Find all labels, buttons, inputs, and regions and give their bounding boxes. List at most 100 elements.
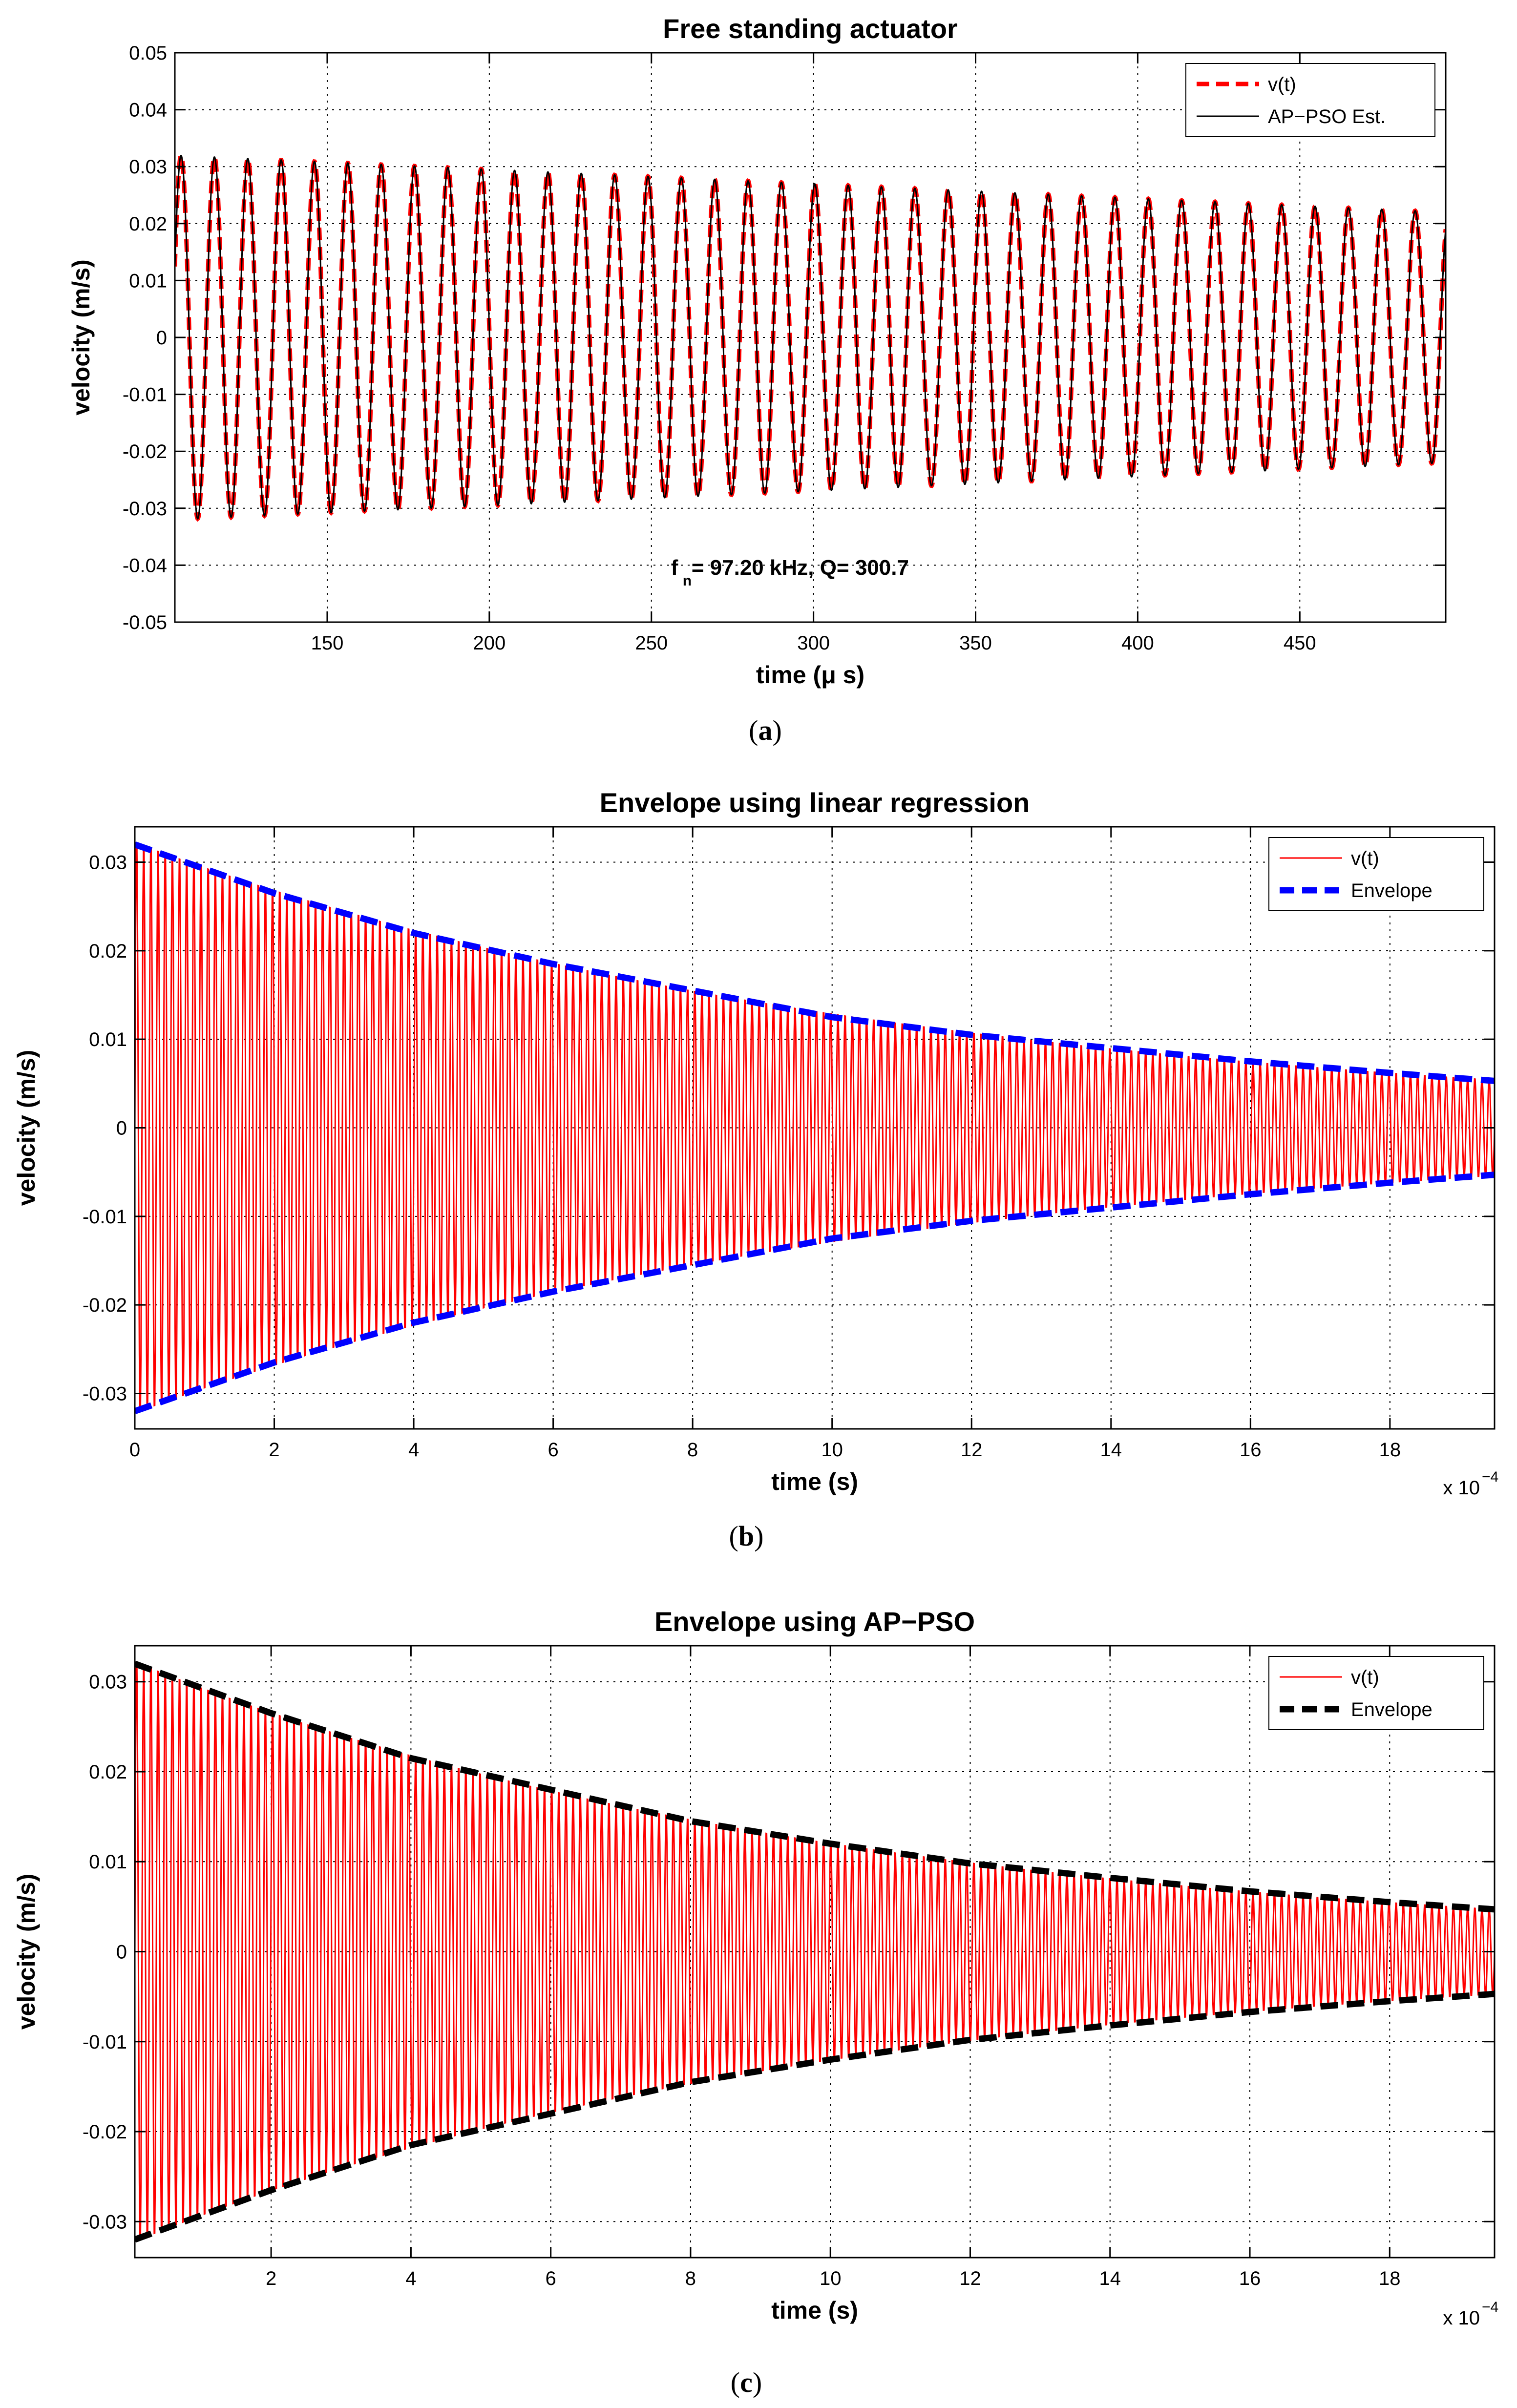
y-axis-label: velocity (m/s) xyxy=(13,1050,40,1206)
legend-label: v(t) xyxy=(1351,1667,1379,1688)
y-tick-label: -0.01 xyxy=(123,384,167,406)
y-tick-label: -0.03 xyxy=(123,498,167,520)
y-tick-label: 0.02 xyxy=(129,213,167,235)
y-tick-label: 0 xyxy=(116,1942,127,1963)
series-v-t xyxy=(135,1661,1495,2240)
legend: v(t) Envelope xyxy=(1268,1656,1484,1730)
x-tick-label: 150 xyxy=(311,632,344,654)
x-multiplier-base: x 10 xyxy=(1443,2307,1480,2329)
y-tick-label: 0.03 xyxy=(129,156,167,178)
y-axis-label: velocity (m/s) xyxy=(13,1874,40,2030)
y-tick-label: 0.02 xyxy=(89,1761,127,1783)
legend-box xyxy=(1268,1656,1484,1730)
series-ap-pso-est xyxy=(175,155,1446,520)
legend-label: v(t) xyxy=(1351,848,1379,869)
data-layer xyxy=(135,841,1495,1414)
x-tick-label: 10 xyxy=(820,2268,842,2289)
x-tick-label: 12 xyxy=(959,2268,981,2289)
y-tick-label: 0.03 xyxy=(89,1672,127,1693)
x-multiplier-base: x 10 xyxy=(1443,1477,1480,1499)
y-tick-label: -0.05 xyxy=(123,612,167,633)
x-tick-label: 6 xyxy=(548,1439,558,1461)
x-axis-label: time (s) xyxy=(771,1468,858,1495)
x-tick-label: 300 xyxy=(797,632,830,654)
panel-a: 150 200 250 300 350 400 450 -0.05 -0.04 -0.03 -0.0… xyxy=(67,13,1447,689)
series-envelope-upper xyxy=(135,841,1495,1084)
x-tick-label: 14 xyxy=(1099,2268,1121,2289)
y-tick-label: -0.03 xyxy=(83,2211,127,2233)
legend-label: v(t) xyxy=(1268,74,1296,95)
x-tick-label: 350 xyxy=(959,632,992,654)
x-tick-label: 2 xyxy=(266,2268,276,2289)
data-layer xyxy=(175,153,1446,522)
series-envelope-lower xyxy=(135,1172,1495,1414)
x-axis-label: time (s) xyxy=(771,2297,858,2324)
caption-letter: a xyxy=(758,714,773,746)
series-envelope-upper xyxy=(135,1660,1495,1913)
x-tick-label: 18 xyxy=(1379,1439,1401,1461)
y-tick-label: -0.03 xyxy=(83,1383,127,1404)
x-tick-label: 400 xyxy=(1121,632,1154,654)
y-tick-label: -0.02 xyxy=(83,2121,127,2143)
y-tick-label: 0.01 xyxy=(129,270,167,292)
x-tick-label: 10 xyxy=(821,1439,843,1461)
x-tick-label: 0 xyxy=(129,1439,140,1461)
chart-title: Free standing actuator xyxy=(663,13,958,44)
x-tick-label: 16 xyxy=(1240,1439,1262,1461)
y-tick-label: 0.04 xyxy=(129,100,167,121)
legend-label: AP−PSO Est. xyxy=(1268,106,1386,127)
plot-area xyxy=(175,53,1446,622)
x-multiplier-exponent: −4 xyxy=(1482,1469,1498,1485)
legend-box xyxy=(1185,63,1435,137)
y-tick-label: 0.01 xyxy=(89,1029,127,1050)
y-tick-label: 0.02 xyxy=(89,941,127,962)
y-tick-label: -0.02 xyxy=(83,1295,127,1316)
y-tick-label: 0.05 xyxy=(129,42,167,64)
y-tick-label: 0.01 xyxy=(89,1851,127,1873)
y-tick-label: 0.03 xyxy=(89,852,127,874)
legend: v(t) AP−PSO Est. xyxy=(1185,63,1435,137)
chart-title: Envelope using linear regression xyxy=(600,787,1030,818)
panel-c: 2 4 6 8 10 12 14 16 18 -0.03 -0.02 -0.01 0 0.01 0.02 0.… xyxy=(13,1606,1498,2329)
annotation-fn-q: fn = 97.20 kHz, Q= 300.7 xyxy=(671,556,909,589)
x-tick-label: 8 xyxy=(687,1439,698,1461)
x-tick-label: 250 xyxy=(635,632,668,654)
annotation-text: = 97.20 kHz, Q= 300.7 xyxy=(692,556,909,580)
x-tick-label: 4 xyxy=(405,2268,416,2289)
legend-label: Envelope xyxy=(1351,880,1433,901)
annotation-symbol: f xyxy=(671,556,678,580)
panel-b: 0 2 4 6 8 10 12 14 16 18 -0.03 -0.02 -0.01 0 0.01 0.02 0… xyxy=(13,787,1498,1499)
x-axis-label: time (μ s) xyxy=(756,661,864,689)
y-tick-label: -0.04 xyxy=(123,555,167,576)
x-tick-label: 200 xyxy=(473,632,506,654)
y-tick-label: -0.02 xyxy=(123,441,167,462)
x-tick-label: 6 xyxy=(546,2268,556,2289)
y-tick-label: -0.01 xyxy=(83,1206,127,1228)
caption-a: (a) xyxy=(749,714,782,746)
x-tick-label: 14 xyxy=(1100,1439,1122,1461)
x-tick-label: 450 xyxy=(1284,632,1316,654)
caption-b: (b) xyxy=(729,1520,764,1552)
legend-label: Envelope xyxy=(1351,1699,1433,1720)
x-tick-label: 4 xyxy=(408,1439,419,1461)
series-envelope-lower xyxy=(135,1990,1495,2243)
x-tick-label: 2 xyxy=(269,1439,279,1461)
caption-letter: c xyxy=(740,2366,753,2398)
caption-letter: b xyxy=(738,1520,754,1552)
y-axis-label: velocity (m/s) xyxy=(67,259,95,416)
y-tick-label: -0.01 xyxy=(83,2031,127,2053)
x-tick-label: 8 xyxy=(685,2268,696,2289)
legend: v(t) Envelope xyxy=(1268,837,1484,911)
annotation-subscript: n xyxy=(683,573,692,589)
series-v-t xyxy=(135,842,1495,1412)
chart-title: Envelope using AP−PSO xyxy=(654,1606,975,1637)
caption-c: (c) xyxy=(731,2366,762,2398)
data-layer xyxy=(135,1660,1495,2243)
legend-box xyxy=(1268,837,1484,911)
x-tick-label: 18 xyxy=(1379,2268,1401,2289)
y-tick-label: 0 xyxy=(156,327,167,349)
x-tick-label: 16 xyxy=(1239,2268,1261,2289)
x-tick-label: 12 xyxy=(961,1439,983,1461)
y-tick-label: 0 xyxy=(116,1118,127,1139)
